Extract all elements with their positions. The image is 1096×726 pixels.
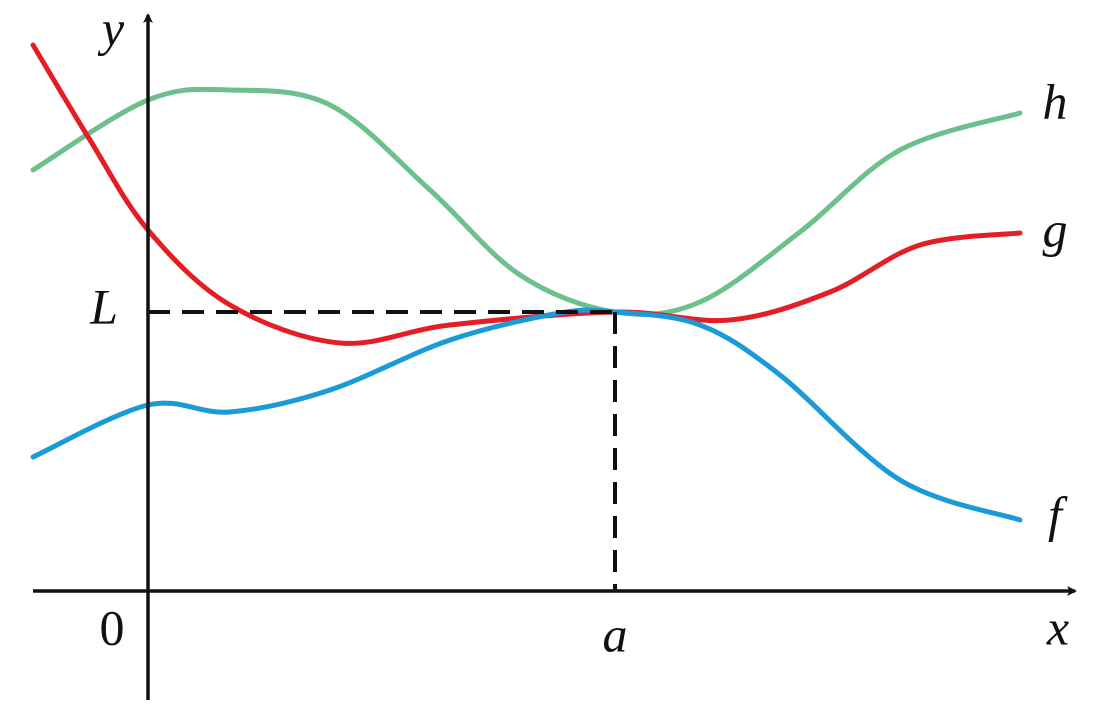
curve-label: h <box>1043 73 1068 129</box>
limit-label: L <box>89 278 118 334</box>
curve-f <box>30 307 1023 523</box>
curves <box>30 42 1023 523</box>
curve-label: g <box>1043 201 1068 257</box>
point-label: a <box>603 606 628 662</box>
curve-label: f <box>1048 486 1068 542</box>
origin-label: 0 <box>100 599 125 655</box>
y-axis-label: y <box>97 0 125 56</box>
curve-g <box>30 42 1023 346</box>
x-axis-label: x <box>1046 599 1069 655</box>
curve-h <box>30 86 1023 317</box>
